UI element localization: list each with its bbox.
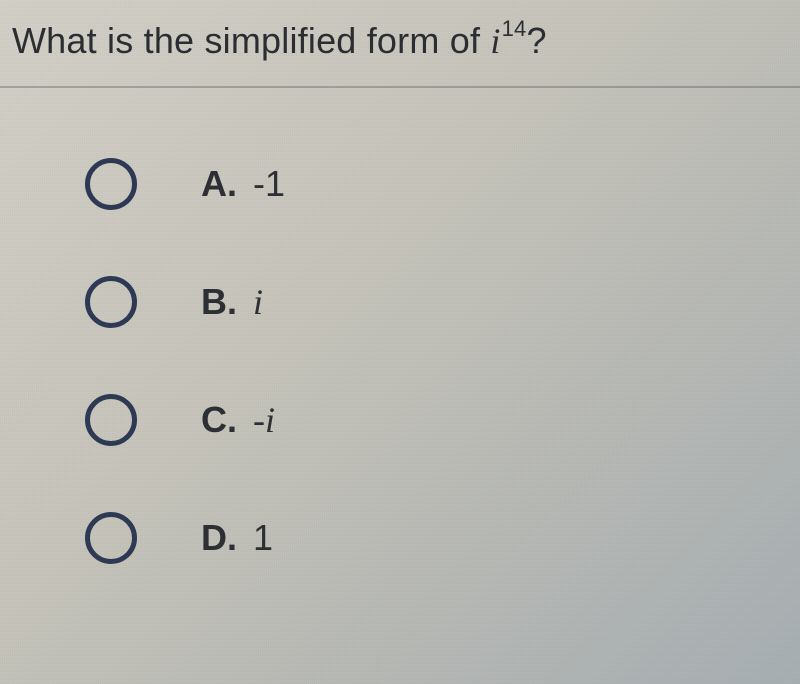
radio-d[interactable] xyxy=(85,512,137,564)
radio-b[interactable] xyxy=(85,276,137,328)
option-c-value: -i xyxy=(253,399,275,441)
question-suffix: ? xyxy=(526,20,546,61)
option-a-value: -1 xyxy=(253,163,285,205)
option-a[interactable]: A. -1 xyxy=(85,158,800,210)
option-c-label: C. -i xyxy=(201,399,275,441)
option-d-label: D. 1 xyxy=(201,517,273,559)
question-area: What is the simplified form of i14? xyxy=(0,0,800,88)
radio-c[interactable] xyxy=(85,394,137,446)
option-d-letter: D. xyxy=(201,517,237,559)
option-c-letter: C. xyxy=(201,399,237,441)
option-b-label: B. i xyxy=(201,281,263,323)
option-a-letter: A. xyxy=(201,163,237,205)
option-d-value: 1 xyxy=(253,517,273,559)
option-b[interactable]: B. i xyxy=(85,276,800,328)
option-c[interactable]: C. -i xyxy=(85,394,800,446)
question-prefix: What is the simplified form of xyxy=(12,20,490,61)
option-b-value: i xyxy=(253,281,263,323)
option-a-label: A. -1 xyxy=(201,163,285,205)
option-d[interactable]: D. 1 xyxy=(85,512,800,564)
question-variable: i xyxy=(490,21,500,61)
question-text: What is the simplified form of i14? xyxy=(12,20,782,62)
radio-a[interactable] xyxy=(85,158,137,210)
option-b-letter: B. xyxy=(201,281,237,323)
options-list: A. -1 B. i C. -i D. 1 xyxy=(0,88,800,564)
question-exponent: 14 xyxy=(502,16,527,41)
